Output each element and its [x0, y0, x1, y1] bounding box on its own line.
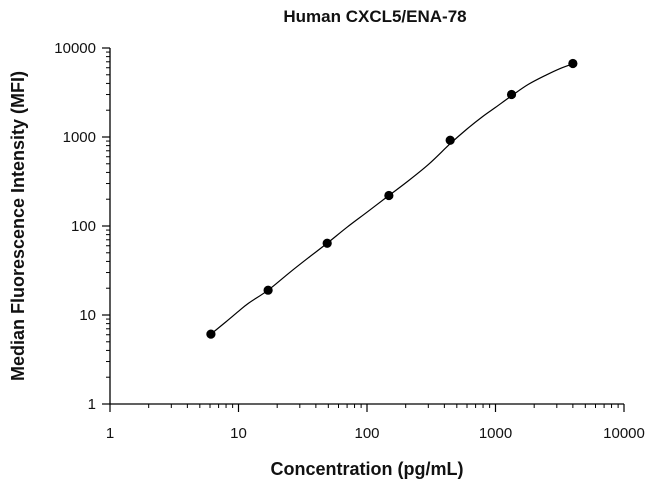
y-tick-label: 1 — [88, 396, 96, 413]
data-point — [445, 135, 455, 145]
y-axis-title: Median Fluorescence Intensity (MFI) — [8, 71, 28, 381]
y-tick-label: 10000 — [54, 40, 96, 57]
x-tick-label: 1000 — [479, 425, 512, 442]
chart-title: Human CXCL5/ENA-78 — [283, 7, 466, 26]
y-tick-label: 1000 — [63, 129, 96, 146]
x-axis-ticks: 1 10 100 1000 10000 — [106, 404, 645, 442]
data-point — [506, 89, 517, 100]
data-points — [206, 58, 578, 339]
fit-curve-line — [210, 63, 574, 335]
y-axis-ticks: 1 10 100 1000 10000 — [54, 40, 110, 413]
x-tick-label: 10 — [230, 425, 247, 442]
x-tick-label: 10000 — [603, 425, 645, 442]
x-tick-label: 100 — [354, 425, 379, 442]
plot-area: 1 10 100 1000 10000 1 10 100 1000 10000 — [54, 40, 645, 442]
x-axis-title: Concentration (pg/mL) — [271, 459, 464, 479]
y-tick-label: 100 — [71, 218, 96, 235]
data-point — [322, 238, 332, 248]
data-point — [206, 329, 216, 339]
x-tick-label: 1 — [106, 425, 114, 442]
data-point — [568, 58, 578, 69]
data-point — [263, 285, 273, 295]
y-tick-label: 10 — [79, 307, 96, 324]
data-point — [384, 190, 394, 201]
